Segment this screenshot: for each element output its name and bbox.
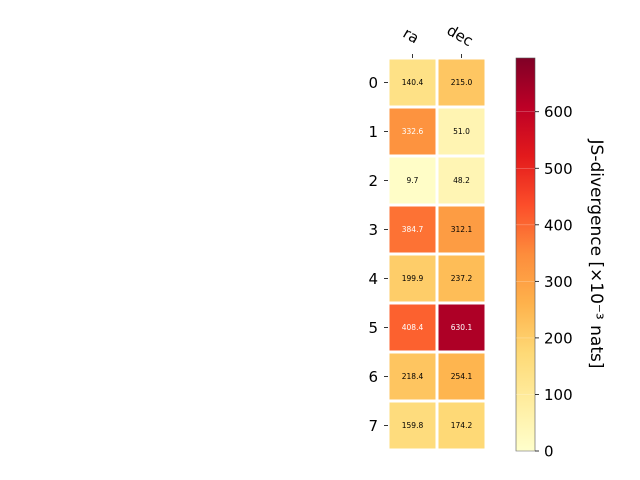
- cell-value-label: 48.2: [453, 176, 470, 185]
- colorbar-gradient: [515, 57, 536, 452]
- row-tick-label: 4: [368, 270, 378, 288]
- row-tick-label: 0: [368, 74, 378, 92]
- heatmap-cell: [438, 206, 485, 253]
- cell-value-label: 159.8: [402, 421, 424, 430]
- heatmap-cell: [438, 353, 485, 400]
- cell-value-label: 174.2: [451, 421, 473, 430]
- cell-value-label: 254.1: [451, 372, 473, 381]
- row-tick-label: 6: [368, 368, 378, 386]
- cell-value-label: 332.6: [402, 127, 424, 136]
- heatmap-cell: [389, 157, 436, 204]
- heatmap-cell: [389, 108, 436, 155]
- colorbar-tick-label: 400: [544, 216, 573, 234]
- cell-value-label: 237.2: [451, 274, 473, 283]
- heatmap-cell: [438, 59, 485, 106]
- colorbar-label: JS-divergence [×10⁻³ nats]: [586, 139, 606, 369]
- cell-value-label: 140.4: [402, 78, 424, 87]
- colorbar-tick-label: 600: [544, 103, 573, 121]
- heatmap-cell: [389, 402, 436, 449]
- cell-value-label: 199.9: [402, 274, 424, 283]
- cell-value-label: 408.4: [402, 323, 424, 332]
- heatmap-cell: [438, 304, 485, 351]
- row-tick-label: 2: [368, 172, 378, 190]
- column-tick-label: dec: [444, 21, 476, 50]
- heatmap-cell: [438, 157, 485, 204]
- cell-value-label: 215.0: [451, 78, 473, 87]
- heatmap-cell: [438, 255, 485, 302]
- row-tick-label: 7: [368, 417, 378, 435]
- colorbar-tick-label: 200: [544, 329, 573, 347]
- row-tick-label: 3: [368, 221, 378, 239]
- cell-value-label: 51.0: [453, 127, 470, 136]
- colorbar-ticks: 0 100 200 300 400 500 600: [516, 103, 573, 461]
- heatmap-cell: [389, 304, 436, 351]
- heatmap-grid: 140.4 215.0 332.6 51.0 9.7 48.2 384.7 312.1 199.…: [389, 59, 485, 449]
- row-axis: 0 1 2 3 4 5 6 7: [368, 74, 388, 435]
- row-tick-label: 1: [368, 123, 378, 141]
- colorbar-tick-label: 500: [544, 160, 573, 178]
- heatmap-cell: [438, 402, 485, 449]
- cell-value-label: 384.7: [402, 225, 424, 234]
- heatmap-cell: [389, 59, 436, 106]
- cell-value-label: 312.1: [451, 225, 473, 234]
- column-tick-label: ra: [400, 24, 422, 47]
- cell-value-label: 630.1: [451, 323, 473, 332]
- row-tick-label: 5: [368, 319, 378, 337]
- colorbar-tick-label: 300: [544, 273, 573, 291]
- heatmap-cell: [438, 108, 485, 155]
- colorbar: 0 100 200 300 400 500 600 JS-divergence [×10⁻³…: [515, 57, 606, 461]
- heatmap-cell: [389, 206, 436, 253]
- heatmap-cell: [389, 255, 436, 302]
- colorbar-tick-label: 100: [544, 386, 573, 404]
- column-axis: ra dec: [400, 21, 476, 58]
- cell-value-label: 9.7: [407, 176, 419, 185]
- colorbar-tick-label: 0: [544, 443, 554, 461]
- cell-value-label: 218.4: [402, 372, 424, 381]
- heatmap-cell: [389, 353, 436, 400]
